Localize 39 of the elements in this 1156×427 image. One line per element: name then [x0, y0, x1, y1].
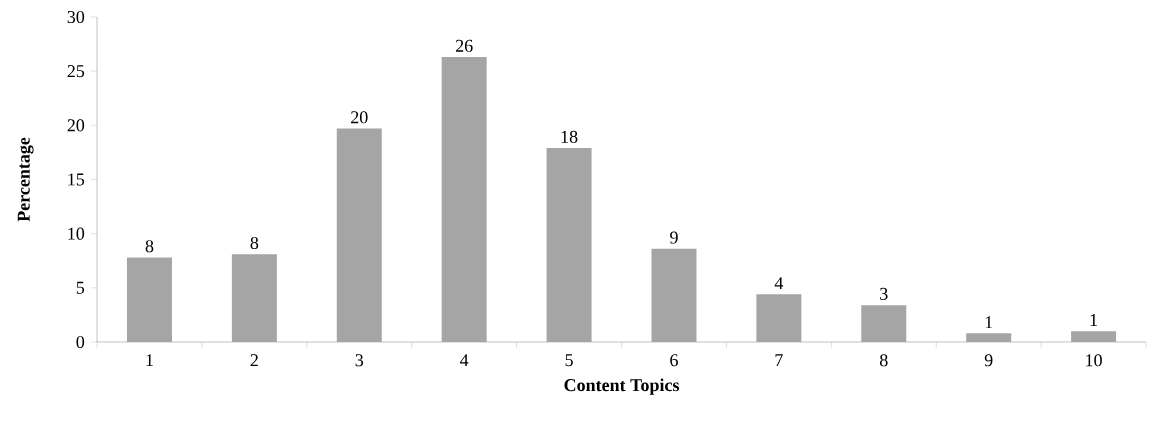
y-tick-label: 0 [76, 335, 85, 349]
bar [126, 257, 172, 342]
bar [861, 305, 907, 342]
data-label: 1 [985, 316, 993, 329]
y-tick-label: 25 [67, 65, 85, 78]
data-label: 18 [561, 130, 578, 143]
data-label: 1 [1090, 314, 1098, 326]
bar [336, 128, 382, 342]
bar [231, 254, 277, 342]
data-label: 4 [774, 277, 784, 290]
x-tick-label: 1 [146, 354, 153, 367]
bar [1071, 331, 1117, 342]
x-tick-label: 7 [775, 354, 783, 366]
bar [546, 148, 592, 342]
x-tick-label: 4 [460, 354, 469, 367]
bar [651, 248, 697, 342]
data-label: 3 [880, 287, 888, 300]
y-tick-label: 30 [67, 10, 85, 24]
y-tick-label: 20 [67, 119, 85, 132]
bar [756, 294, 802, 342]
x-tick-label: 3 [355, 354, 364, 367]
x-tick-label: 8 [879, 354, 888, 367]
data-label: 26 [455, 39, 473, 52]
data-label: 8 [250, 236, 259, 250]
x-tick-label: 5 [565, 354, 573, 367]
data-label: 8 [145, 240, 154, 253]
data-label: 9 [670, 231, 678, 244]
y-tick-label: 5 [76, 281, 85, 294]
bar [966, 333, 1012, 342]
x-axis-title: Content Topics [564, 378, 680, 395]
bar [441, 57, 487, 342]
y-tick-label: 15 [68, 173, 85, 186]
data-label: 20 [351, 111, 368, 124]
x-tick-label: 2 [250, 354, 258, 367]
y-axis-title: Percentage [17, 137, 34, 222]
x-tick-label: 9 [984, 354, 993, 367]
x-tick-label: 6 [670, 354, 678, 367]
y-tick-label: 10 [68, 227, 85, 240]
x-tick-label: 10 [1086, 354, 1102, 367]
